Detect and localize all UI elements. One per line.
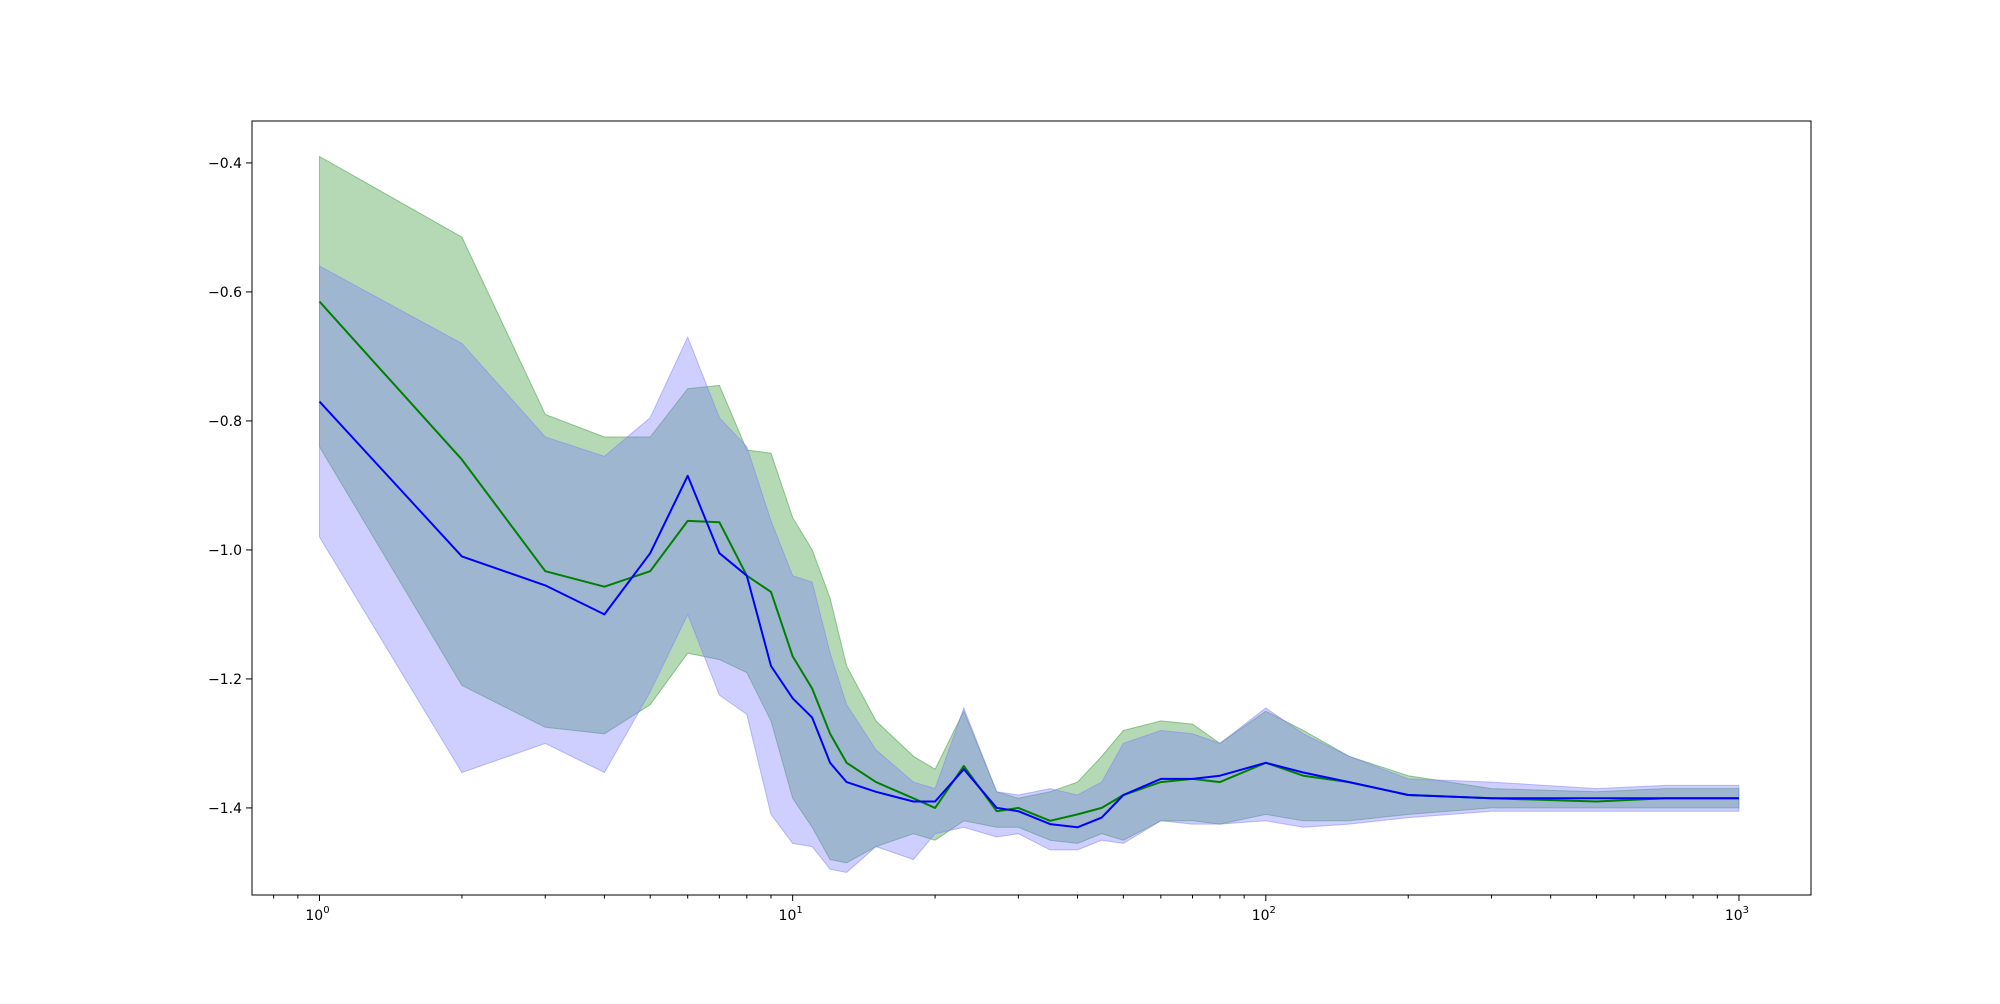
x-tick-label: 101: [779, 905, 803, 924]
series-1-band: [319, 265, 1740, 873]
y-tick-label: −1.0: [208, 543, 242, 559]
x-tick-label: 103: [1725, 905, 1749, 924]
x-tick-label: 102: [1252, 905, 1276, 924]
x-tick-label: 100: [305, 905, 329, 924]
y-tick-label: −1.2: [208, 672, 242, 688]
series-lines: [318, 300, 1739, 829]
y-tick-label: −1.4: [208, 801, 242, 817]
x-axis: 100 101 102 103: [273, 895, 1749, 924]
series-1-line: [318, 400, 1739, 829]
y-tick-label: −0.6: [208, 285, 242, 301]
y-tick-label: −0.4: [208, 156, 242, 172]
confidence-bands: [319, 155, 1740, 873]
y-axis: −0.4 −0.6 −0.8 −1.0 −1.2 −1.4: [208, 156, 252, 817]
plot-area-frame: [251, 120, 1812, 896]
y-tick-label: −0.8: [208, 414, 242, 430]
